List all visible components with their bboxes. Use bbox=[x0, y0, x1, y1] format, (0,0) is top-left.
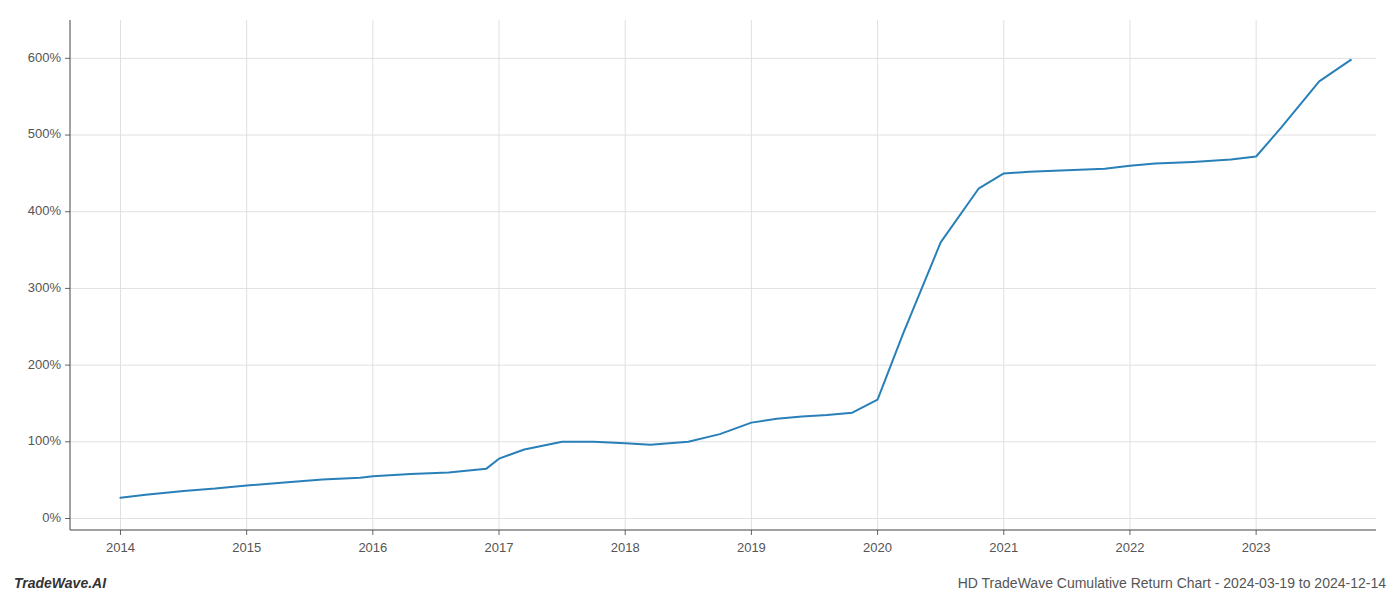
y-tick-label: 500% bbox=[28, 126, 62, 141]
y-grid-line bbox=[70, 288, 1376, 289]
x-tick bbox=[877, 530, 878, 535]
x-tick-label: 2021 bbox=[989, 540, 1018, 555]
y-tick bbox=[65, 58, 70, 59]
x-grid-line bbox=[1129, 20, 1130, 530]
y-tick bbox=[65, 211, 70, 212]
x-tick bbox=[372, 530, 373, 535]
x-tick bbox=[751, 530, 752, 535]
y-tick bbox=[65, 518, 70, 519]
x-tick bbox=[1256, 530, 1257, 535]
grid bbox=[70, 20, 1376, 530]
x-axis-line bbox=[70, 530, 1376, 531]
x-tick-label: 2018 bbox=[611, 540, 640, 555]
y-grid-line bbox=[70, 135, 1376, 136]
y-tick bbox=[65, 135, 70, 136]
x-tick-label: 2019 bbox=[737, 540, 766, 555]
y-tick-label: 400% bbox=[28, 203, 62, 218]
chart: 0% 100% 200% 300% 400% 500% 600% 2014 2015 2016 20… bbox=[0, 0, 1400, 600]
x-tick bbox=[625, 530, 626, 535]
y-tick-label: 600% bbox=[28, 50, 62, 65]
x-tick bbox=[1003, 530, 1004, 535]
y-tick bbox=[65, 365, 70, 366]
x-grid-line bbox=[246, 20, 247, 530]
y-grid-line bbox=[70, 58, 1376, 59]
y-tick-label: 300% bbox=[28, 280, 62, 295]
y-axis-line bbox=[70, 20, 71, 530]
x-tick bbox=[499, 530, 500, 535]
x-grid-line bbox=[625, 20, 626, 530]
footer-left: TradeWave.AI bbox=[14, 575, 107, 591]
x-tick bbox=[246, 530, 247, 535]
y-tick-label: 0% bbox=[42, 510, 61, 525]
y-grid-line bbox=[70, 441, 1376, 442]
line bbox=[120, 60, 1350, 498]
y-tick-label: 200% bbox=[28, 357, 62, 372]
x-grid-line bbox=[1003, 20, 1004, 530]
x-tick-label: 2016 bbox=[358, 540, 387, 555]
x-tick bbox=[1129, 530, 1130, 535]
axes: 0% 100% 200% 300% 400% 500% 600% 2014 2015 2016 20… bbox=[28, 20, 1376, 555]
x-grid-line bbox=[1256, 20, 1257, 530]
x-tick-label: 2023 bbox=[1242, 540, 1271, 555]
y-tick bbox=[65, 288, 70, 289]
plot-area bbox=[120, 60, 1350, 498]
y-tick bbox=[65, 441, 70, 442]
x-grid-line bbox=[120, 20, 121, 530]
x-grid-line bbox=[372, 20, 373, 530]
x-tick-label: 2020 bbox=[863, 540, 892, 555]
x-tick-label: 2022 bbox=[1115, 540, 1144, 555]
x-grid-line bbox=[877, 20, 878, 530]
y-grid-line bbox=[70, 211, 1376, 212]
x-grid-line bbox=[499, 20, 500, 530]
x-tick-label: 2014 bbox=[106, 540, 135, 555]
y-grid-line bbox=[70, 365, 1376, 366]
x-grid-line bbox=[751, 20, 752, 530]
x-tick-label: 2017 bbox=[485, 540, 514, 555]
footer-right: HD TradeWave Cumulative Return Chart - 2… bbox=[958, 575, 1386, 591]
x-tick bbox=[120, 530, 121, 535]
x-tick-label: 2015 bbox=[232, 540, 261, 555]
y-grid-line bbox=[70, 518, 1376, 519]
y-tick-label: 100% bbox=[28, 433, 62, 448]
